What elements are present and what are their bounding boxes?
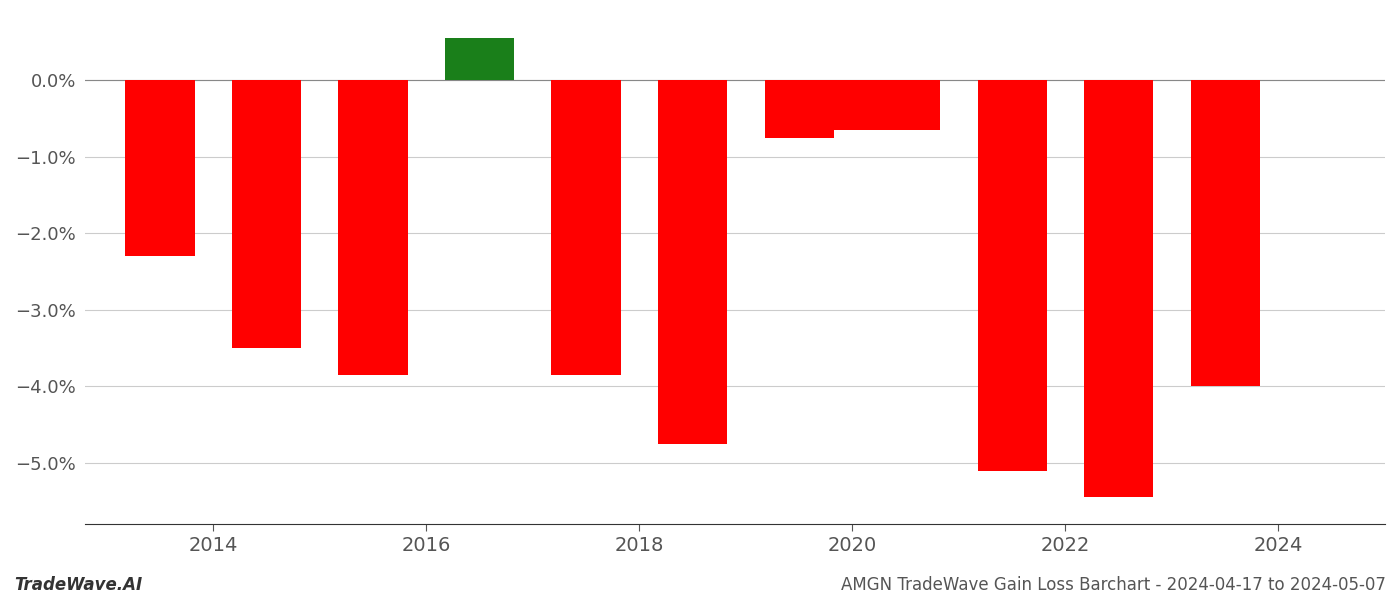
Bar (658, 80, 727, 444)
Bar (339, 80, 407, 375)
Text: TradeWave.AI: TradeWave.AI (14, 576, 143, 594)
Text: AMGN TradeWave Gain Loss Barchart - 2024-04-17 to 2024-05-07: AMGN TradeWave Gain Loss Barchart - 2024… (841, 576, 1386, 594)
Bar (445, 38, 514, 80)
Bar (1190, 80, 1260, 386)
Bar (818, 80, 888, 130)
Bar (552, 80, 620, 375)
Bar (1084, 80, 1154, 497)
Bar (977, 80, 1047, 470)
Bar (126, 80, 195, 256)
Bar (232, 80, 301, 348)
Bar (871, 80, 941, 130)
Bar (764, 80, 834, 137)
